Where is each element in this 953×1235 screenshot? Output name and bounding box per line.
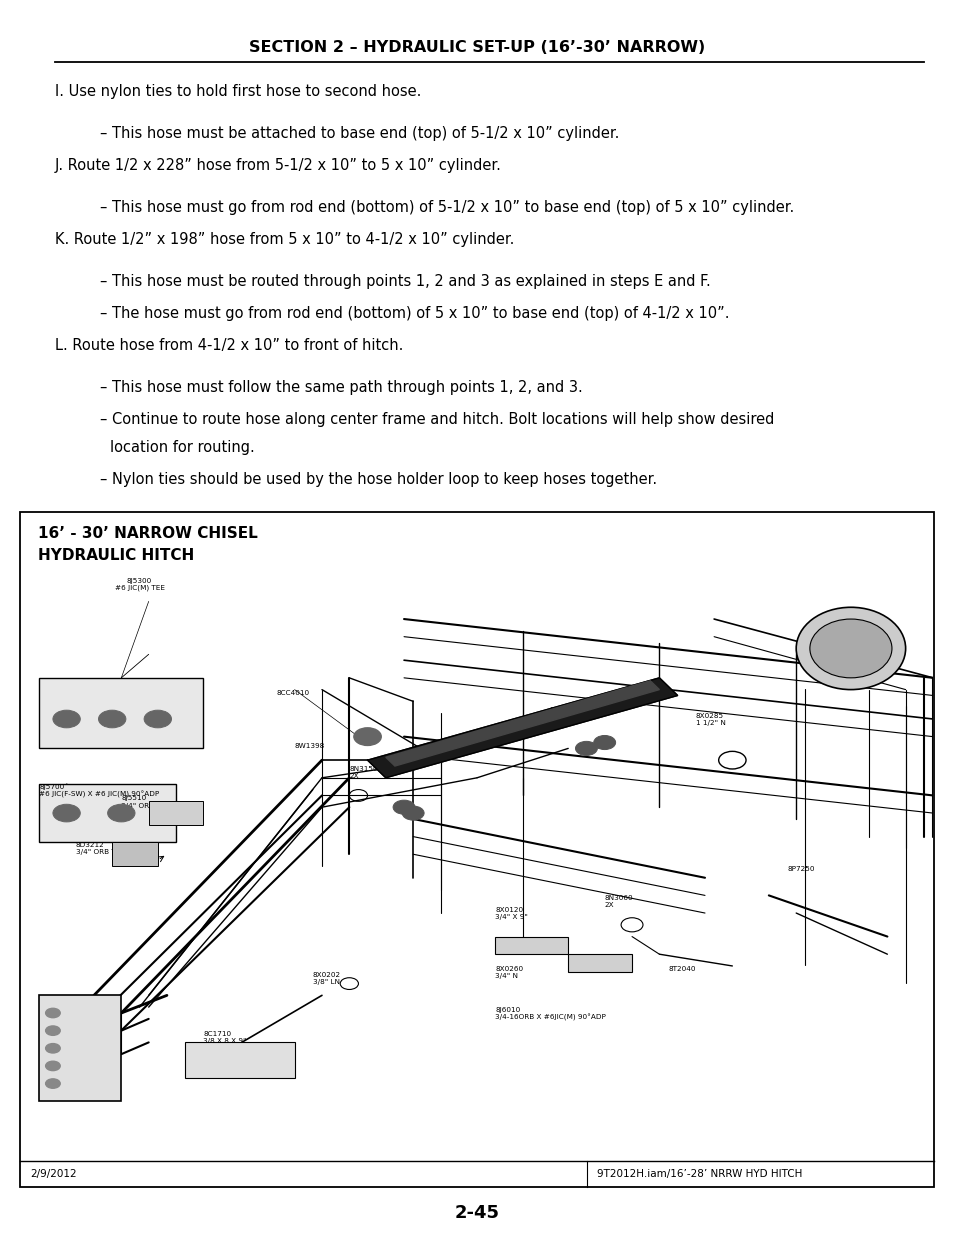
Text: – This hose must go from rod end (bottom) of 5-1/2 x 10” to base end (top) of 5 : – This hose must go from rod end (bottom…: [100, 200, 794, 215]
Text: 8N3150
2X: 8N3150 2X: [349, 766, 377, 779]
Text: – The hose must go from rod end (bottom) of 5 x 10” to base end (top) of 4-1/2 x: – The hose must go from rod end (bottom)…: [100, 306, 729, 321]
Circle shape: [393, 800, 415, 814]
Text: 8J5510
3/4" ORB X #6 JIC(M): 8J5510 3/4" ORB X #6 JIC(M): [121, 795, 198, 809]
Circle shape: [354, 727, 381, 746]
Bar: [185, 1042, 294, 1078]
Text: 8J5700
#6 JIC(F-SW) X #6 JIC(M) 90°ADP: 8J5700 #6 JIC(F-SW) X #6 JIC(M) 90°ADP: [39, 784, 159, 798]
Text: 8T2040: 8T2040: [668, 966, 696, 972]
Bar: [149, 802, 203, 825]
Text: 9T2012H.iam/16’-28’ NRRW HYD HITCH: 9T2012H.iam/16’-28’ NRRW HYD HITCH: [596, 1170, 801, 1179]
Text: 8N3060
2X: 8N3060 2X: [604, 895, 633, 909]
Circle shape: [46, 1061, 60, 1071]
Circle shape: [52, 804, 80, 823]
Ellipse shape: [809, 619, 891, 678]
Text: SECTION 2 – HYDRAULIC SET-UP (16’-30’ NARROW): SECTION 2 – HYDRAULIC SET-UP (16’-30’ NA…: [249, 41, 704, 56]
Text: J. Route 1/2 x 228” hose from 5-1/2 x 10” to 5 x 10” cylinder.: J. Route 1/2 x 228” hose from 5-1/2 x 10…: [55, 158, 501, 173]
Text: 8N3048
2X: 8N3048 2X: [549, 708, 578, 720]
Text: L. Route hose from 4-1/2 x 10” to front of hitch.: L. Route hose from 4-1/2 x 10” to front …: [55, 338, 403, 353]
Circle shape: [46, 1026, 60, 1035]
Text: 2/9/2012: 2/9/2012: [30, 1170, 76, 1179]
Text: 8J6010
3/4-16ORB X #6JIC(M) 90°ADP: 8J6010 3/4-16ORB X #6JIC(M) 90°ADP: [495, 1007, 605, 1021]
Bar: [39, 678, 203, 748]
Text: 8W1398: 8W1398: [294, 742, 325, 748]
Bar: [39, 995, 121, 1102]
Circle shape: [144, 710, 172, 727]
Circle shape: [46, 1079, 60, 1088]
Text: location for routing.: location for routing.: [110, 440, 254, 454]
Text: 8X0260
3/4" N: 8X0260 3/4" N: [495, 966, 523, 979]
Text: I. Use nylon ties to hold first hose to second hose.: I. Use nylon ties to hold first hose to …: [55, 84, 421, 99]
Text: – Nylon ties should be used by the hose holder loop to keep hoses together.: – Nylon ties should be used by the hose …: [100, 472, 657, 487]
Text: 8X0202
3/8" LN: 8X0202 3/8" LN: [313, 972, 340, 984]
Polygon shape: [367, 678, 677, 778]
Text: – This hose must be routed through points 1, 2 and 3 as explained in steps E and: – This hose must be routed through point…: [100, 274, 710, 289]
Circle shape: [108, 804, 135, 823]
Text: – This hose must be attached to base end (top) of 5-1/2 x 10” cylinder.: – This hose must be attached to base end…: [100, 126, 618, 141]
Bar: [568, 955, 632, 972]
Text: 8CC4012: 8CC4012: [568, 955, 600, 960]
Text: 8X0120
3/4" X 9": 8X0120 3/4" X 9": [495, 908, 528, 920]
Circle shape: [52, 710, 80, 727]
Text: 8D3212
3/4" ORB TIP ISO: 8D3212 3/4" ORB TIP ISO: [75, 842, 136, 856]
Circle shape: [46, 1008, 60, 1018]
Ellipse shape: [796, 608, 904, 689]
Text: – This hose must follow the same path through points 1, 2, and 3.: – This hose must follow the same path th…: [100, 380, 582, 395]
Bar: [495, 936, 568, 955]
Circle shape: [575, 741, 597, 756]
Circle shape: [593, 736, 615, 750]
Text: 8X0306
3/4" LW: 8X0306 3/4" LW: [495, 936, 523, 950]
Circle shape: [402, 806, 424, 820]
Bar: [39, 784, 176, 842]
Text: 8X0285
1 1/2" N: 8X0285 1 1/2" N: [695, 713, 725, 726]
Polygon shape: [385, 680, 659, 766]
Text: 16’ - 30’ NARROW CHISEL: 16’ - 30’ NARROW CHISEL: [38, 526, 257, 541]
Text: HYDRAULIC HITCH: HYDRAULIC HITCH: [38, 548, 194, 563]
Circle shape: [46, 1044, 60, 1053]
Text: 8J5300
#6 JIC(M) TEE: 8J5300 #6 JIC(M) TEE: [114, 578, 164, 592]
Text: 8CC4010: 8CC4010: [276, 689, 309, 695]
Bar: [20, 513, 933, 1187]
Text: 8P7250: 8P7250: [786, 866, 814, 872]
Text: – Continue to route hose along center frame and hitch. Bolt locations will help : – Continue to route hose along center fr…: [100, 412, 774, 427]
Text: 8C1710
3/8 X 8 X 9": 8C1710 3/8 X 8 X 9": [203, 1031, 247, 1044]
Bar: [112, 842, 157, 866]
Text: K. Route 1/2” x 198” hose from 5 x 10” to 4-1/2 x 10” cylinder.: K. Route 1/2” x 198” hose from 5 x 10” t…: [55, 232, 514, 247]
Text: 2-45: 2-45: [454, 1204, 499, 1221]
Circle shape: [98, 710, 126, 727]
